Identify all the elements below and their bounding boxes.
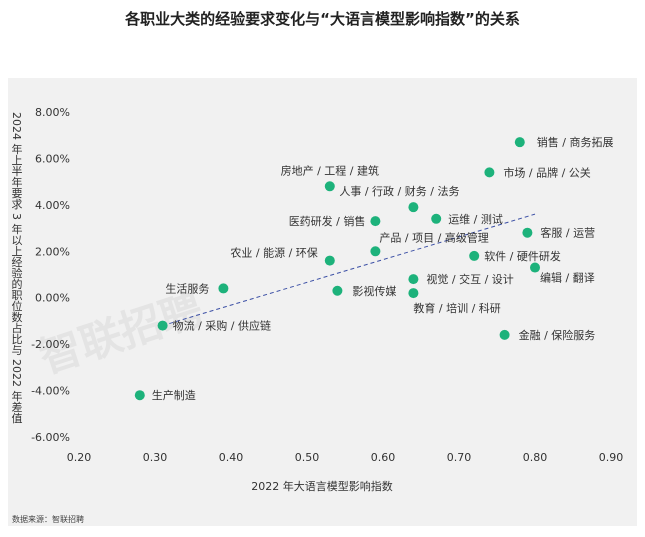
point-label: 房地产 / 工程 / 建筑 <box>281 163 379 177</box>
chart-title: 各职业大类的经验要求变化与“大语言模型影响指数”的关系 <box>125 10 520 28</box>
point-label: 视觉 / 交互 / 设计 <box>426 272 513 286</box>
y-tick-label: 0.00% <box>35 292 70 305</box>
y-tick-label: -6.00% <box>31 431 70 444</box>
data-point <box>484 167 495 178</box>
data-point <box>134 390 145 401</box>
point-label: 医药研发 / 销售 <box>289 214 366 228</box>
trend-line <box>162 213 536 327</box>
data-point <box>408 274 419 285</box>
point-label: 金融 / 保险服务 <box>519 328 596 342</box>
point-label: 产品 / 项目 / 高级管理 <box>379 230 488 244</box>
x-tick-label: 0.30 <box>143 451 168 464</box>
data-point <box>530 262 540 273</box>
data-point <box>469 250 480 261</box>
x-tick-label: 0.50 <box>295 451 320 464</box>
data-point <box>514 137 525 148</box>
data-point <box>370 216 381 227</box>
point-label: 市场 / 品牌 / 公关 <box>503 165 590 179</box>
point-label: 软件 / 硬件研发 <box>484 249 561 263</box>
x-axis-label: 2022 年大语言模型影响指数 <box>251 479 393 493</box>
data-point <box>324 181 335 192</box>
x-tick-label: 0.40 <box>219 451 244 464</box>
data-point <box>324 255 335 266</box>
y-tick-label: 2.00% <box>35 245 70 258</box>
y-tick-label: 6.00% <box>35 152 70 165</box>
x-tick-label: 0.70 <box>447 451 472 464</box>
data-point <box>370 246 381 257</box>
data-point <box>522 227 533 238</box>
x-tick-label: 0.20 <box>67 451 92 464</box>
point-label: 客服 / 运营 <box>540 226 595 240</box>
data-point <box>218 283 229 294</box>
point-label: 生产制造 <box>152 388 196 402</box>
point-label: 影视传媒 <box>352 284 396 298</box>
point-label: 物流 / 采购 / 供应链 <box>173 319 271 333</box>
point-label: 教育 / 培训 / 科研 <box>413 301 500 315</box>
point-label: 人事 / 行政 / 财务 / 法务 <box>339 184 459 198</box>
data-point <box>332 285 343 296</box>
data-point <box>431 213 442 224</box>
point-label: 销售 / 商务拓展 <box>537 135 614 149</box>
point-label: 运维 / 测试 <box>448 213 503 226</box>
chart-panel <box>8 78 637 526</box>
y-tick-label: 4.00% <box>35 199 70 212</box>
point-label: 编辑 / 翻译 <box>540 271 595 285</box>
y-tick-label: 8.00% <box>35 106 70 119</box>
y-axis-label: 2024 年上半年要求 3 年以上经验的职位数占比与 2022 年差值 <box>10 112 23 424</box>
point-label: 生活服务 <box>165 281 209 295</box>
y-tick-label: -2.00% <box>31 338 70 351</box>
data-point <box>408 288 419 299</box>
data-point <box>408 202 419 213</box>
y-tick-label: -4.00% <box>31 385 70 398</box>
point-label: 农业 / 能源 / 环保 <box>230 246 317 260</box>
x-tick-label: 0.60 <box>371 451 396 464</box>
data-source: 数据来源：智联招聘 <box>12 515 84 524</box>
x-tick-label: 0.80 <box>523 451 548 464</box>
x-tick-label: 0.90 <box>599 451 624 464</box>
data-point <box>499 329 510 340</box>
data-point <box>157 320 168 331</box>
